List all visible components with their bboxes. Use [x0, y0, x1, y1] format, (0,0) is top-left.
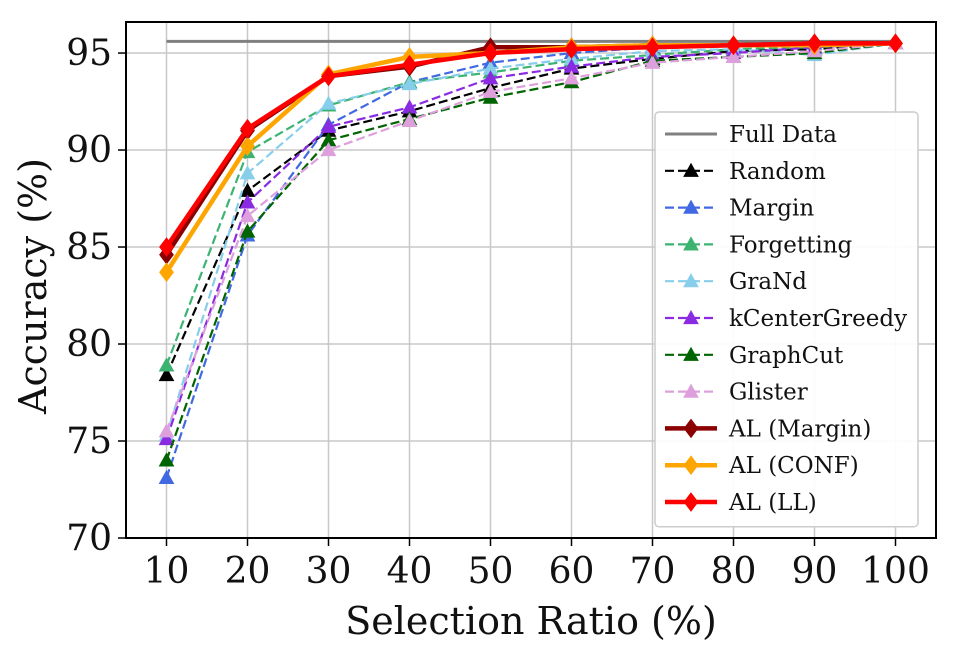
series-line — [164, 41, 896, 249]
legend-item: AL (Margin) — [665, 416, 871, 442]
data-point — [240, 136, 255, 156]
x-tick-label: 70 — [630, 551, 676, 592]
data-point — [401, 76, 418, 91]
legend-marker — [683, 455, 699, 476]
x-tick-label: 100 — [861, 551, 930, 592]
legend-item: AL (CONF) — [665, 453, 859, 479]
x-tick-label: 80 — [711, 551, 757, 592]
x-tick-label: 30 — [306, 551, 352, 592]
y-axis-ticks: 70 75 80 85 90 95 — [66, 33, 126, 559]
series-line — [165, 42, 896, 376]
legend-label: AL (LL) — [728, 490, 817, 516]
y-tick-label: 75 — [66, 421, 112, 462]
legend-item: Forgetting — [665, 232, 853, 258]
legend-item: GraphCut — [665, 343, 844, 369]
data-point — [645, 37, 660, 58]
legend-label: Random — [729, 159, 826, 185]
y-tick-label: 95 — [66, 33, 112, 74]
legend-marker — [683, 162, 699, 177]
legend-marker — [683, 199, 699, 214]
data-point — [158, 423, 175, 438]
legend-label: kCenterGreedy — [729, 306, 907, 332]
data-point — [563, 70, 580, 85]
legend-label: AL (CONF) — [728, 453, 859, 479]
series-line — [165, 42, 896, 366]
legend-label: Glister — [729, 380, 808, 406]
x-tick-label: 40 — [387, 551, 433, 592]
series-group — [158, 33, 904, 484]
legend-marker — [683, 383, 699, 398]
data-point — [239, 165, 256, 180]
data-point — [159, 237, 174, 257]
data-point — [321, 66, 336, 87]
data-point — [158, 431, 175, 446]
data-point — [158, 452, 175, 467]
data-point — [158, 357, 175, 372]
y-tick-label: 90 — [66, 130, 112, 171]
x-tick-label: 50 — [468, 551, 514, 592]
data-point — [401, 112, 418, 128]
x-tick-label: 60 — [549, 551, 595, 592]
y-tick-label: 80 — [66, 324, 112, 365]
x-axis-title: Selection Ratio (%) — [345, 599, 717, 643]
y-axis-title: Accuracy (%) — [11, 158, 55, 415]
legend-marker — [683, 492, 699, 512]
legend-item: kCenterGreedy — [665, 306, 907, 332]
legend-item: Full Data — [665, 122, 837, 148]
data-point — [320, 95, 337, 110]
data-point — [320, 142, 337, 157]
series-line — [165, 42, 896, 440]
legend-marker — [683, 418, 699, 439]
legend-marker — [683, 273, 699, 288]
x-tick-label: 90 — [792, 551, 838, 592]
legend-marker — [683, 236, 699, 251]
legend-label: AL (Margin) — [728, 416, 871, 442]
series-line — [165, 42, 896, 432]
legend-label: Forgetting — [729, 232, 853, 258]
data-point — [159, 262, 174, 283]
plot-frame — [125, 21, 937, 539]
legend-label: GraNd — [729, 269, 807, 295]
legend: Full Data Random Margin Forgetting GraNd kCen… — [654, 111, 919, 528]
data-point — [888, 33, 903, 54]
legend-marker — [683, 346, 699, 361]
x-tick-label: 10 — [144, 551, 190, 592]
series-line — [165, 42, 896, 461]
legend-item: AL (LL) — [665, 490, 817, 516]
data-point — [726, 35, 741, 56]
data-point — [644, 54, 661, 69]
series-al-ll — [159, 33, 903, 257]
legend-item: Glister — [665, 380, 808, 406]
data-point — [564, 39, 579, 59]
series-line — [165, 42, 896, 436]
data-point — [725, 48, 742, 64]
data-point — [239, 207, 256, 223]
data-point — [807, 33, 822, 54]
legend-item: Random — [665, 159, 826, 185]
data-point — [482, 83, 499, 98]
legend-marker — [683, 309, 699, 325]
data-point — [158, 469, 175, 484]
legend-label: Margin — [729, 196, 814, 222]
data-point — [483, 43, 498, 63]
legend-label: GraphCut — [729, 343, 844, 369]
y-tick-label: 85 — [66, 227, 112, 268]
y-tick-label: 70 — [66, 518, 112, 559]
legend-label: Full Data — [729, 122, 837, 148]
data-point — [240, 118, 255, 139]
legend-item: GraNd — [665, 269, 807, 295]
x-axis-ticks: 10 20 30 40 50 60 70 80 90 100 — [144, 538, 930, 592]
data-point — [158, 367, 175, 382]
legend-item: Margin — [665, 196, 814, 222]
legend-box — [654, 111, 919, 528]
data-point — [239, 223, 256, 238]
data-point — [402, 54, 417, 75]
x-tick-label: 20 — [225, 551, 271, 592]
